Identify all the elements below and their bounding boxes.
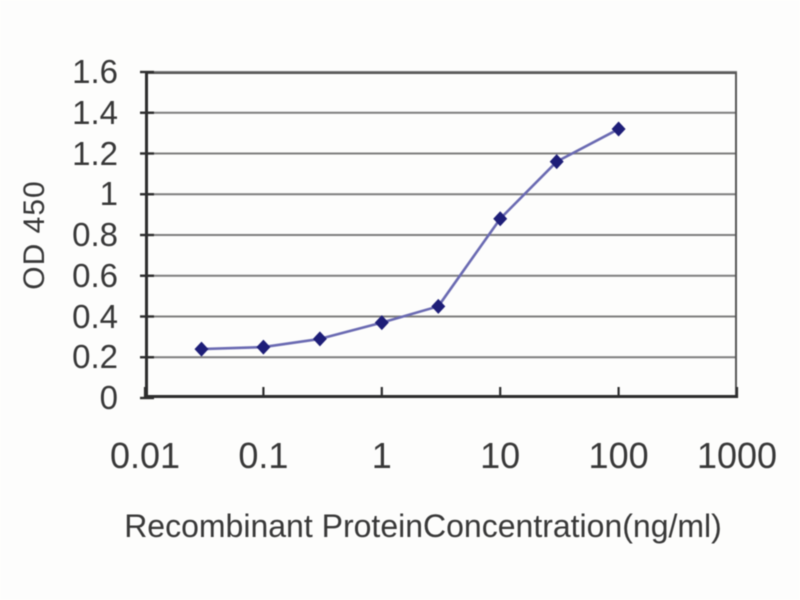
y-tick-label: 1 <box>99 175 118 213</box>
y-tick-label: 0.2 <box>72 338 118 376</box>
x-tick-label: 100 <box>588 435 649 476</box>
y-tick-label: 0 <box>99 379 118 416</box>
y-tick-label: 1.6 <box>72 53 118 90</box>
x-tick-label: 0.01 <box>109 435 181 476</box>
x-tick-label: 1000 <box>696 435 778 476</box>
y-tick-label: 0.6 <box>72 256 118 294</box>
x-tick-label: 1 <box>371 435 392 476</box>
x-tick-label: 10 <box>480 435 521 476</box>
data-point-marker <box>312 331 327 347</box>
data-point-marker <box>493 211 508 227</box>
data-point-marker <box>549 154 564 170</box>
y-tick-label: 0.4 <box>72 297 118 335</box>
data-point-marker <box>611 121 626 137</box>
series-line <box>201 127 620 351</box>
data-point-marker <box>256 339 271 355</box>
x-tick-label: 0.1 <box>238 435 289 476</box>
data-point-marker <box>431 298 446 314</box>
plot-area <box>140 70 739 400</box>
y-tick-label: 1.4 <box>72 93 118 131</box>
data-point-marker <box>194 341 209 357</box>
data-point-marker <box>374 315 389 331</box>
x-axis-title: Recombinant ProteinConcentration(ng/ml) <box>124 508 722 544</box>
curve-plot-svg <box>140 70 739 400</box>
y-tick-label: 1.2 <box>72 134 118 172</box>
y-tick-label: 0.8 <box>72 216 118 253</box>
